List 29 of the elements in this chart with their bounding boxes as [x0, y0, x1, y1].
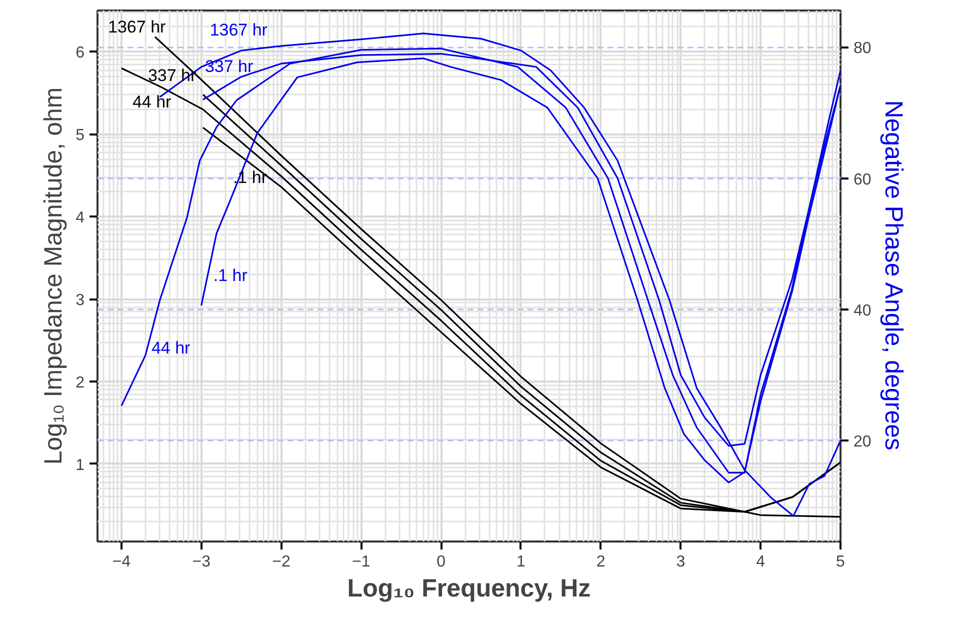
x-tick-label: 1 — [516, 554, 526, 570]
x-tick-label: −2 — [272, 554, 290, 570]
x-tick-label: 0 — [436, 554, 446, 570]
y2-tick-label: 60 — [854, 171, 872, 188]
y-axis-title: Log₁₀ Impedance Magnitude, ohm — [40, 87, 68, 465]
y-tick-label: 3 — [76, 292, 85, 310]
y-tick-label: 1 — [76, 456, 85, 474]
series-label: 337 hr — [204, 57, 254, 76]
y2-tick-label: 20 — [854, 434, 872, 451]
x-tick-label: −3 — [192, 554, 211, 570]
x-axis-title: Log₁₀ Frequency, Hz — [347, 574, 591, 602]
series-label: 1367 hr — [108, 17, 166, 36]
y-tick-label: 5 — [76, 127, 85, 144]
x-tick-label: −4 — [112, 554, 131, 570]
y2-tick-label: 80 — [854, 40, 872, 58]
y-tick-label: 4 — [76, 210, 85, 227]
series-label: 44 hr — [132, 92, 172, 112]
x-tick-label: 2 — [596, 554, 606, 570]
y-tick-label: 6 — [76, 44, 85, 62]
x-tick-label: −1 — [352, 554, 370, 570]
series-label: .1 hr — [213, 266, 248, 285]
series-label: 44 hr — [151, 338, 191, 358]
series-label: 1367 hr — [210, 20, 268, 40]
x-tick-label: 4 — [756, 554, 766, 570]
x-tick-label: 5 — [836, 554, 846, 570]
x-tick-label: 3 — [676, 554, 686, 570]
y2-tick-label: 40 — [854, 302, 872, 320]
y2-axis-title: Negative Phase Angle, degrees — [879, 100, 908, 450]
y-tick-label: 2 — [76, 374, 85, 392]
